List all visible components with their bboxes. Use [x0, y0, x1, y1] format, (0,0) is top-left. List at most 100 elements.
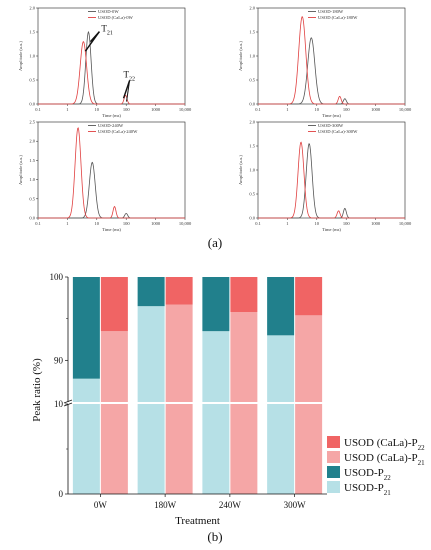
y-tick-label: 90 [54, 355, 64, 365]
bar-segment-CaLa-p21-lower [165, 404, 193, 494]
bar-segment-USOD-p21-lower [267, 404, 295, 494]
bar-segment-CaLa-p21-lower [295, 404, 323, 494]
bar-segment-USOD-p22 [72, 277, 100, 379]
caption-b: (b) [207, 529, 222, 544]
x-tick-label: 1 [66, 107, 68, 112]
annotation-text: T [124, 70, 130, 80]
legend-swatch-3 [327, 436, 340, 448]
x-tick-label: 1000 [371, 107, 381, 112]
annotation-arrow [89, 31, 100, 43]
x-tick-label: 10,000 [399, 107, 412, 113]
y-tick-label: 1.0 [249, 54, 255, 59]
annotation-t22: T22 [124, 70, 136, 83]
series-line-0 [38, 161, 185, 219]
y-axis-label: Amplitude (a.u.) [18, 155, 23, 185]
legend-label-1: USOD (CaLa)-240W [98, 129, 138, 134]
x-tick-label: 0.1 [35, 221, 41, 226]
y-tick-label: 2.0 [249, 6, 255, 11]
plot-frame [37, 121, 186, 219]
y-tick-label: 0.5 [249, 78, 255, 83]
x-tick-label: 10,000 [179, 221, 192, 227]
x-tick-label: 1 [286, 107, 288, 112]
bar-segment-CaLa-p22 [230, 277, 258, 312]
lf-nmr-panels: 0.1 1 10 100 1000 10,000 0.0 0.5 1.0 1.5 2.0 Time (… [18, 6, 412, 233]
panel-bottom-left: 0.1 1 10 100 1000 10,000 0.0 0.5 1.0 1.5 2.0 2.5 Tim… [18, 120, 192, 233]
x-axis-label: Time (ms) [322, 227, 341, 232]
legend-label-0: USOD-300W [318, 123, 344, 128]
bar-segment-CaLa-p21 [295, 315, 323, 402]
bar-segment-USOD-p21-lower [137, 404, 165, 494]
legend-swatch-2 [327, 451, 340, 463]
legend-swatch-0 [327, 481, 340, 493]
x-axis-label: Time (ms) [322, 113, 341, 118]
y-tick-label: 1.0 [249, 168, 255, 173]
y-tick-label: 1.5 [249, 30, 255, 35]
legend-label-1: USOD-P22 [344, 467, 391, 482]
x-tick-label: 10,000 [399, 221, 412, 227]
annotation-arrow [122, 80, 131, 99]
legend-label-1: USOD (CaLa)-0W [98, 15, 133, 20]
y-tick-label: 2.0 [29, 139, 35, 144]
bar-segment-USOD-p21 [72, 378, 100, 402]
bar-segment-USOD-p21-lower [72, 404, 100, 494]
x-tick-label: 1000 [371, 221, 381, 226]
panel-top-right: 0.1 1 10 100 1000 10,000 0.0 0.5 1.0 1.5 2.0 Time (… [238, 6, 412, 119]
x-tick-label: 10 [95, 221, 100, 226]
legend-swatch-1 [327, 466, 340, 478]
x-tick-label: 100 [123, 221, 131, 226]
legend-label-1: USOD (CaLa)-300W [318, 129, 358, 134]
annotation-subscript: 22 [129, 77, 135, 83]
legend-label-0: USOD-240W [98, 123, 124, 128]
y-tick-label: 1.0 [29, 54, 35, 59]
bar-segment-CaLa-p22 [165, 277, 193, 305]
annotation-subscript: 21 [107, 31, 113, 37]
series-line-1 [258, 141, 405, 219]
axis-break-mark [63, 402, 73, 407]
annotation-t21: T21 [101, 24, 113, 37]
y-tick-label: 2.5 [29, 120, 35, 125]
y-tick-label: 0.0 [249, 216, 255, 221]
bar-segment-CaLa-p21 [230, 312, 258, 402]
y-tick-label: 100 [50, 272, 64, 282]
axis-break-mark [63, 399, 73, 404]
bar-segment-CaLa-p22 [295, 277, 323, 316]
legend-label-0: USOD-180W [318, 9, 344, 14]
bar-segment-USOD-p21 [202, 331, 230, 402]
y-tick-label: 1.5 [249, 144, 255, 149]
y-tick-label: 0 [59, 489, 64, 499]
legend-text: USOD-P [344, 467, 384, 479]
plot-frame [257, 121, 406, 219]
y-tick-label: 0.0 [29, 216, 35, 221]
x-tick-label: 0W [94, 500, 108, 510]
x-tick-label: 1 [66, 221, 68, 226]
legend-label-2: USOD (CaLa)-P21 [344, 452, 425, 467]
bar-segment-USOD-p22 [202, 277, 230, 332]
y-axis-label: Amplitude (a.u.) [18, 41, 23, 71]
legend-subscript: 22 [418, 444, 426, 452]
y-tick-label: 0.5 [249, 192, 255, 197]
bar-segment-CaLa-p21-lower [230, 404, 258, 494]
x-tick-label: 1000 [151, 107, 161, 112]
bar-segment-USOD-p21 [137, 306, 165, 402]
x-tick-label: 10 [315, 107, 320, 112]
y-tick-label: 1.0 [29, 177, 35, 182]
x-tick-label: 180W [154, 500, 177, 510]
bar-segment-USOD-p22 [267, 277, 295, 336]
series-line-1 [258, 16, 405, 105]
y-tick-label: 0.5 [29, 78, 35, 83]
x-axis-label: Time (ms) [102, 113, 121, 118]
x-tick-label: 0.1 [255, 107, 261, 112]
series-line-1 [38, 127, 185, 219]
x-tick-label: 100 [343, 221, 351, 226]
annotation-text: T [101, 24, 107, 34]
annotation-arrow [126, 80, 131, 102]
legend-subscript: 21 [384, 489, 392, 497]
y-tick-label: 2.0 [29, 6, 35, 11]
series-line-1 [38, 41, 185, 105]
y-axis-label: Peak ratio (%) [31, 358, 43, 422]
x-tick-label: 10,000 [179, 107, 192, 113]
x-tick-label: 1000 [151, 221, 161, 226]
y-axis-label: Amplitude (a.u.) [238, 41, 243, 71]
